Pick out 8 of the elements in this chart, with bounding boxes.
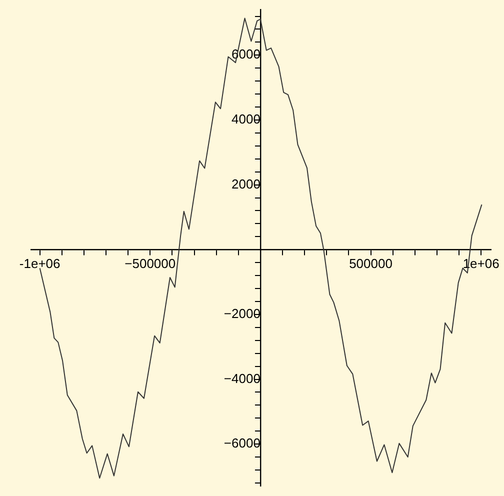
x-tick-label: -1e+06 xyxy=(19,256,60,271)
y-tick-label: −2000 xyxy=(224,306,260,322)
y-tick-label: −6000 xyxy=(224,436,260,451)
y-tick-label: 2000 xyxy=(232,176,260,192)
x-tick-label: −500000 xyxy=(124,256,176,271)
y-tick-label: 4000 xyxy=(232,112,260,127)
x-tick-label: 500000 xyxy=(349,256,392,271)
y-tick-label: −4000 xyxy=(224,370,260,386)
